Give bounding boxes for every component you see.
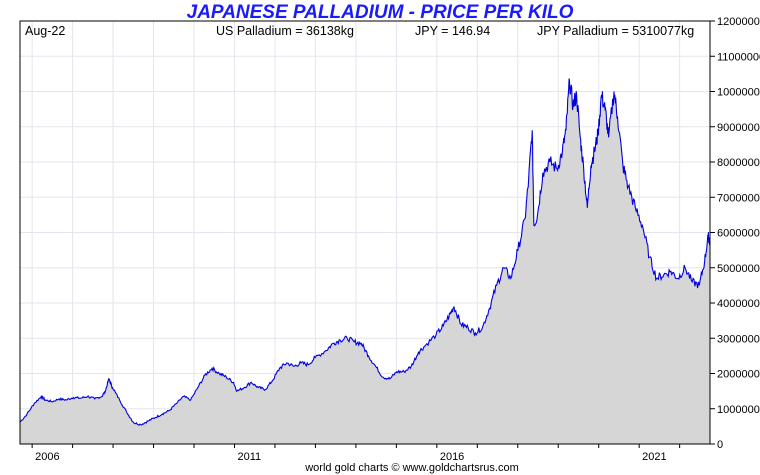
y-tick-label: 9000000 [717,122,760,134]
date-label: Aug-22 [25,24,65,38]
y-tick-label: 11000000 [717,51,760,63]
y-tick-label: 12000000 [717,16,760,28]
us-palladium-label: US Palladium = 36138kg [216,24,354,38]
y-tick-label: 6000000 [717,228,760,240]
y-tick-label: 2000000 [717,369,760,381]
y-tick-label: 4000000 [717,298,760,310]
x-tick-label: 2016 [440,451,464,463]
price-area-fill [20,78,710,444]
jpy-palladium-label: JPY Palladium = 5310077kg [537,24,694,38]
x-tick-label: 2021 [642,451,666,463]
y-tick-label: 3000000 [717,333,760,345]
x-tick-label: 2011 [237,451,261,463]
y-tick-label: 1000000 [717,404,760,416]
y-tick-label: 5000000 [717,263,760,275]
y-tick-label: 0 [717,439,723,451]
jpy-rate-label: JPY = 146.94 [415,24,490,38]
y-axis: 0 1000000 2000000 3000000 4000000 5000000 6000… [710,16,760,451]
y-tick-label: 8000000 [717,157,760,169]
x-tick-label: 2006 [35,451,59,463]
x-axis: 2006 2011 2016 2021 [31,444,681,463]
chart-title: JAPANESE PALLADIUM - PRICE PER KILO [187,2,574,23]
y-tick-label: 7000000 [717,192,760,204]
y-tick-label: 10000000 [717,87,760,99]
price-series-line [19,78,711,426]
footer-credit: world gold charts © www.goldchartsrus.co… [304,462,519,474]
